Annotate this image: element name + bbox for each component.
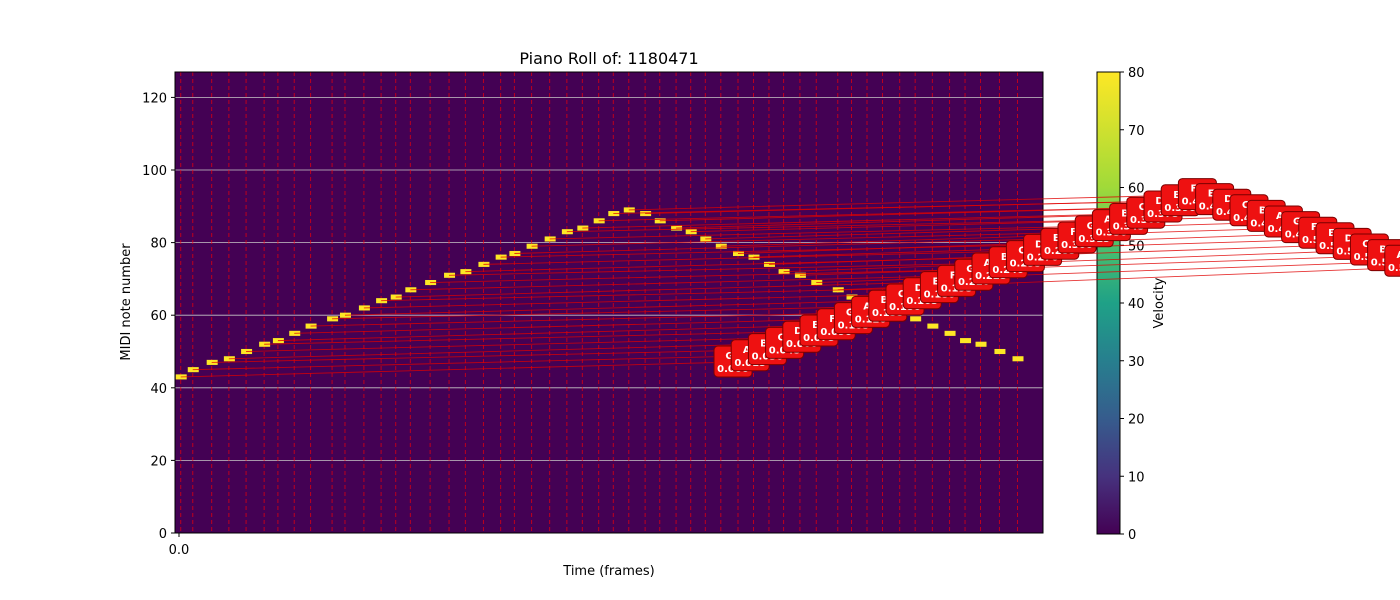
annotation-value-label: 0.585: [1388, 263, 1400, 274]
y-tick-label: 40: [150, 382, 167, 397]
colorbar-tick-label: 80: [1128, 66, 1145, 81]
colorbar-tick-label: 40: [1128, 297, 1145, 312]
note-cell: [1013, 356, 1024, 361]
y-tick-label: 80: [150, 237, 167, 252]
y-tick-label: 60: [150, 309, 167, 324]
y-axis-label: MIDI note number: [119, 243, 134, 361]
y-tick-label: 120: [142, 91, 167, 106]
colorbar-label: Velocity: [1152, 277, 1167, 328]
x-axis-ticks: 0.0: [169, 533, 190, 558]
colorbar-tick-label: 10: [1128, 470, 1145, 485]
colorbar-tick-label: 60: [1128, 182, 1145, 197]
note-cell: [945, 331, 956, 336]
note-cell: [994, 349, 1005, 354]
chart-title: Piano Roll of: 1180471: [519, 49, 698, 68]
colorbar-tick-label: 70: [1128, 124, 1145, 139]
colorbar-tick-label: 20: [1128, 413, 1145, 428]
x-axis-label: Time (frames): [562, 564, 654, 579]
y-tick-label: 0: [159, 527, 167, 542]
annotation-note-label: A4: [1396, 250, 1400, 261]
colorbar-tick-label: 30: [1128, 355, 1145, 370]
y-axis-ticks: 0 20 40 60 80 100 120: [142, 91, 175, 542]
y-tick-label: 100: [142, 164, 167, 179]
note-cell: [927, 324, 938, 329]
note-cell: [976, 342, 987, 347]
y-tick-label: 20: [150, 454, 167, 469]
note-cell: [960, 338, 971, 343]
x-tick-label: 0.0: [169, 543, 190, 558]
colorbar-tick-label: 0: [1128, 528, 1136, 543]
colorbar: [1097, 72, 1120, 534]
note-cell: [910, 316, 921, 321]
